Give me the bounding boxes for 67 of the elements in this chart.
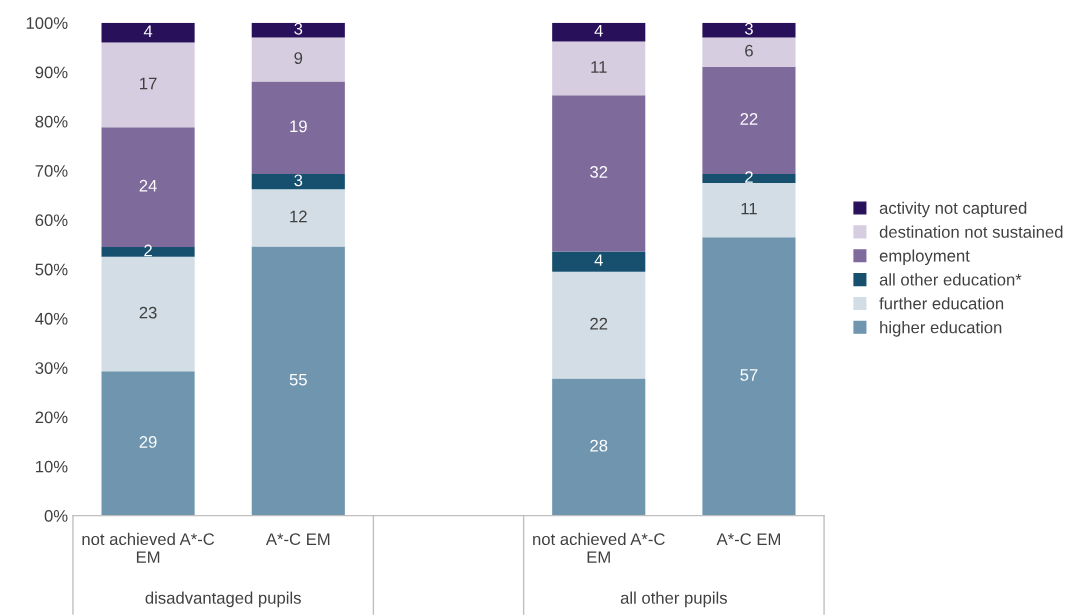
- data-label: 55: [289, 373, 307, 386]
- data-label: 3: [294, 22, 303, 35]
- bar: [702, 182, 796, 238]
- y-tick-label: 50%: [35, 263, 68, 276]
- data-label: 11: [591, 61, 607, 73]
- data-label: 19: [290, 120, 307, 133]
- data-label: 24: [139, 179, 157, 192]
- legend-label: all other education*: [879, 273, 1022, 286]
- data-label: 9: [294, 52, 303, 64]
- data-label: 11: [741, 202, 757, 215]
- bar: [101, 42, 195, 128]
- x-tick-label: not achieved A*-C EM: [533, 532, 665, 563]
- y-tick-label: 20%: [35, 411, 68, 424]
- legend-label: higher education: [880, 321, 1002, 337]
- y-tick-label: 100%: [26, 17, 68, 29]
- bar: [702, 237, 796, 516]
- data-label: 2: [144, 244, 152, 257]
- data-label: 57: [740, 369, 758, 381]
- legend-label: employment: [879, 249, 970, 266]
- bar: [702, 22, 796, 38]
- text: disadvantaged pupils: [145, 591, 301, 608]
- bar: [101, 371, 195, 516]
- data-label: 22: [740, 113, 758, 125]
- y-tick-label: 80%: [35, 115, 68, 128]
- bar: [251, 81, 345, 175]
- data-label: 22: [590, 317, 608, 330]
- data-label: 23: [139, 306, 157, 319]
- legend-label: activity not captured: [879, 201, 1027, 218]
- legend-label: further education: [879, 297, 1004, 310]
- data-label: 2: [745, 171, 753, 183]
- y-tick-label: 0%: [44, 509, 68, 522]
- y-tick-label: 90%: [35, 66, 68, 79]
- bar: [251, 189, 345, 247]
- bar: [552, 378, 646, 516]
- y-tick-label: 60%: [35, 214, 68, 227]
- bar: [552, 22, 646, 42]
- bar: [552, 271, 646, 379]
- bar: [251, 22, 345, 38]
- x-tick-label: not achieved A*-C EM: [82, 532, 215, 563]
- y-tick-label: 30%: [35, 362, 68, 374]
- x-tick-label: A*-C EM: [716, 533, 780, 546]
- data-label: 4: [594, 254, 603, 266]
- data-label: 17: [140, 77, 157, 90]
- bar: [552, 41, 646, 96]
- data-label: 28: [590, 439, 608, 452]
- bar: [251, 37, 345, 82]
- y-tick-label: 70%: [35, 165, 68, 177]
- y-tick-label: 10%: [36, 460, 68, 473]
- data-label: 12: [290, 210, 307, 223]
- data-label: 6: [745, 44, 753, 57]
- data-label: 3: [294, 174, 303, 187]
- data-label: 32: [590, 166, 608, 178]
- data-label: 3: [744, 22, 753, 35]
- legend-label: destination not sustained: [879, 225, 1063, 238]
- bar: [552, 95, 646, 252]
- x-tick-label: A*-C EM: [265, 533, 330, 546]
- bar: [702, 37, 796, 67]
- bar: [101, 256, 195, 372]
- bar: [552, 251, 646, 272]
- data-label: 4: [594, 25, 603, 37]
- bar: [101, 22, 195, 43]
- text: all other pupils: [620, 591, 727, 608]
- y-tick-label: 40%: [35, 312, 68, 325]
- bar: [251, 246, 345, 516]
- bar: [251, 174, 345, 190]
- data-label: 29: [139, 436, 157, 448]
- data-label: 4: [143, 25, 153, 37]
